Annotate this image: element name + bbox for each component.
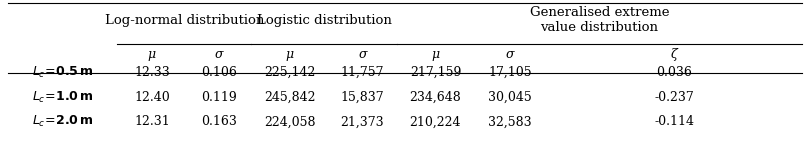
Text: 21,373: 21,373 [341, 115, 384, 128]
Text: 217,159: 217,159 [410, 66, 461, 79]
Text: Log-normal distribution: Log-normal distribution [104, 14, 264, 27]
Text: μ: μ [147, 48, 156, 61]
Text: 11,757: 11,757 [341, 66, 384, 79]
Text: 224,058: 224,058 [264, 115, 315, 128]
Text: 12.31: 12.31 [134, 115, 170, 128]
Text: 15,837: 15,837 [341, 91, 384, 104]
Text: 12.40: 12.40 [134, 91, 170, 104]
Text: $\mathit{L}_c\!=\!\mathbf{1.0\,m}$: $\mathit{L}_c\!=\!\mathbf{1.0\,m}$ [32, 89, 94, 105]
Text: 30,045: 30,045 [488, 91, 532, 104]
Text: -0.114: -0.114 [654, 115, 694, 128]
Text: 210,224: 210,224 [410, 115, 461, 128]
Text: μ: μ [431, 48, 440, 61]
Text: Logistic distribution: Logistic distribution [257, 14, 391, 27]
Text: 0.119: 0.119 [201, 91, 237, 104]
Text: σ: σ [358, 48, 367, 61]
Text: 245,842: 245,842 [264, 91, 315, 104]
Text: Generalised extreme
value distribution: Generalised extreme value distribution [530, 6, 669, 34]
Text: σ: σ [506, 48, 514, 61]
Text: 17,105: 17,105 [488, 66, 532, 79]
Text: ζ: ζ [671, 48, 678, 61]
Text: μ: μ [285, 48, 294, 61]
Text: σ: σ [215, 48, 223, 61]
Text: 225,142: 225,142 [264, 66, 315, 79]
Text: 32,583: 32,583 [488, 115, 532, 128]
Text: 0.036: 0.036 [656, 66, 693, 79]
Text: $\mathit{L}_c\!=\!\mathbf{2.0\,m}$: $\mathit{L}_c\!=\!\mathbf{2.0\,m}$ [32, 114, 94, 130]
Text: 12.33: 12.33 [134, 66, 170, 79]
Text: 0.163: 0.163 [201, 115, 237, 128]
Text: $\mathit{L}_c\!=\!\mathbf{0.5\,m}$: $\mathit{L}_c\!=\!\mathbf{0.5\,m}$ [32, 65, 94, 80]
Text: 0.106: 0.106 [201, 66, 237, 79]
Text: -0.237: -0.237 [654, 91, 694, 104]
Text: 234,648: 234,648 [410, 91, 461, 104]
